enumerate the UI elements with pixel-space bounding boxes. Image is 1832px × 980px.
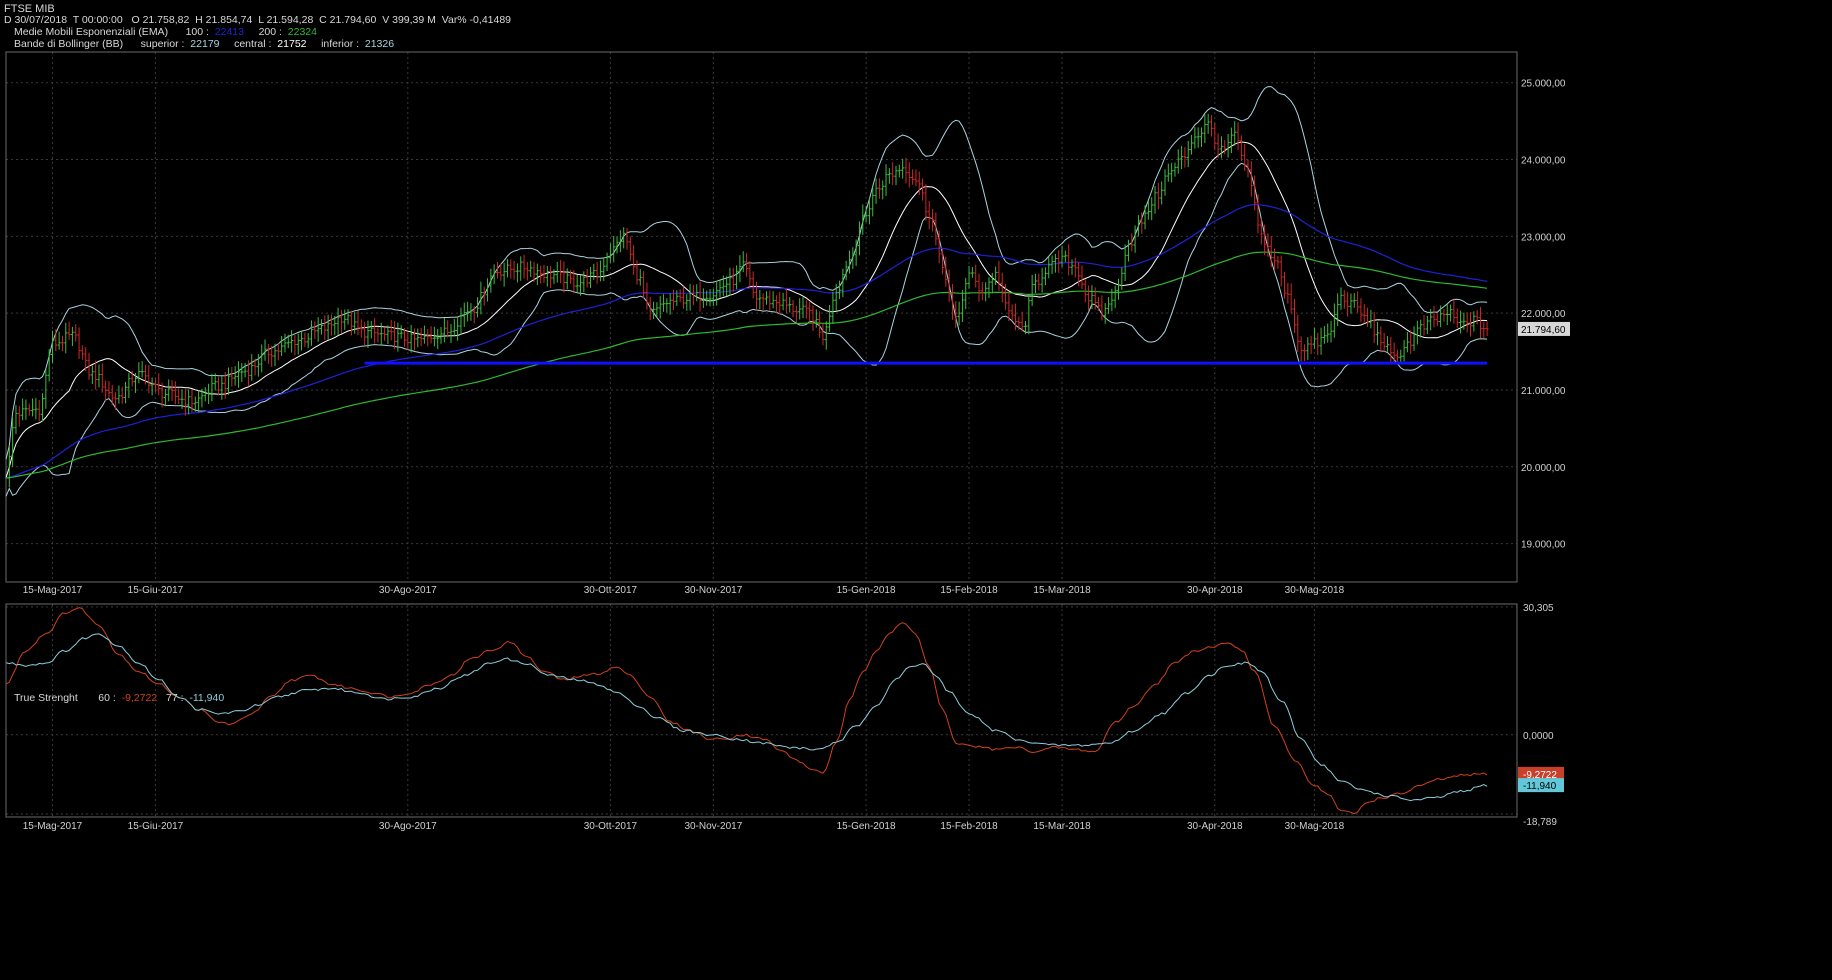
price-tick-label: 22.000,00: [1521, 309, 1566, 320]
tsi-tick-label: 30,305: [1523, 603, 1554, 614]
bb-cen-label: central :: [234, 38, 272, 50]
date-tick-label: 15-Feb-2018: [940, 585, 998, 596]
tsi-legend: True Strenght 60 : -9,2722 77 : -11,940: [14, 692, 224, 705]
date-tick-label: 30-Nov-2017: [684, 585, 742, 596]
bb-central-line: [5, 141, 1488, 479]
ema-legend: Medie Mobili Esponenziali (EMA) 100 : 22…: [14, 26, 317, 39]
quote-low: L 21.594,28: [258, 14, 314, 26]
quote-close: C 21.794,60: [319, 14, 377, 26]
date-tick-label: 30-Mag-2018: [1285, 585, 1345, 596]
date-tick-label: 15-Gen-2018: [837, 585, 896, 596]
price-tick-label: 20.000,00: [1521, 463, 1566, 474]
tsi-lines: [5, 607, 1488, 815]
tsi-77-value: -11,940: [189, 692, 225, 704]
price-axis: 25.000,00 24.000,00 23.000,00 22.000,00 21.0…: [1518, 79, 1570, 551]
tsi-tick-label: 0,0000: [1523, 731, 1554, 742]
tsi-date-tick-label: 15-Gen-2018: [837, 821, 896, 832]
price-tick-label: 23.000,00: [1521, 232, 1566, 243]
quote-volume: V 399,39 M: [382, 14, 436, 26]
tsi-60-value: -9,2722: [121, 692, 158, 704]
bb-label: Bande di Bollinger (BB): [14, 38, 124, 50]
tsi-77-box: [1518, 778, 1564, 793]
last-price-box: [1518, 321, 1570, 336]
tsi-date-tick-label: 30-Ago-2017: [379, 821, 437, 832]
ema-200-label: 200 :: [258, 26, 282, 38]
price-grid: [6, 52, 1517, 582]
ema-200-line: [5, 251, 1488, 479]
ema-100-line: [5, 203, 1488, 479]
quote-date: D 30/07/2018: [4, 14, 68, 26]
price-tick-label: 25.000,00: [1521, 79, 1566, 90]
ema-lines: [5, 203, 1488, 479]
date-axis: 15-Mag-2017 15-Mag-2017 15-Giu-2017 15-Giu-…: [23, 585, 1345, 832]
tsi-label: True Strenght: [14, 692, 78, 704]
date-tick-label: 15-Giu-2017: [128, 585, 184, 596]
bb-cen-value: 21752: [277, 38, 307, 50]
tsi-date-tick-label: 15-Feb-2018: [940, 821, 998, 832]
quote-open: O 21.758,82: [131, 14, 190, 26]
ema-100-value: 22413: [214, 26, 244, 38]
bb-inf-value: 21326: [364, 38, 395, 50]
bb-sup-label: superior :: [140, 38, 185, 50]
tsi-60-box: [1518, 766, 1564, 781]
tsi-60-label: 60 :: [98, 692, 116, 704]
quote-time: T 00:00:00: [72, 14, 123, 26]
tsi-60-line: [5, 607, 1488, 815]
date-tick-label: 30-Apr-2018: [1187, 585, 1243, 596]
bb-inf-label: inferior :: [321, 38, 360, 50]
quote-var: Var% -0,41489: [441, 14, 512, 26]
date-tick-label: 15-Mag-2017: [23, 585, 83, 596]
bb-sup-value: 22179: [190, 38, 220, 50]
bb-legend: Bande di Bollinger (BB) superior : 22179…: [14, 38, 394, 51]
price-panel-frame: [5, 51, 1518, 583]
bollinger-bands: [5, 86, 1488, 497]
tsi-axis: 30,305 0,0000 -18,789 -9,2722-11,940: [1518, 603, 1564, 828]
ema-100-label: 100 :: [185, 26, 209, 38]
tsi-date-tick-label: 30-Ott-2017: [584, 821, 638, 832]
date-tick-label: 30-Ott-2017: [584, 585, 638, 596]
tsi-grid: [6, 604, 1517, 817]
tsi-panel-frame: [5, 603, 1518, 818]
tsi-date-tick-label: 30-Mag-2018: [1285, 821, 1345, 832]
price-tick-label: 21.000,00: [1521, 386, 1566, 397]
bb-inferior-line: [5, 162, 1488, 497]
ema-200-value: 22324: [287, 26, 317, 38]
quote-line: D 30/07/2018 T 00:00:00 O 21.758,82 H 21…: [4, 14, 511, 27]
tsi-60-box-label: -9,2722: [1523, 770, 1557, 781]
quote-high: H 21.854,74: [195, 14, 253, 26]
date-tick-label: 15-Mar-2018: [1033, 585, 1091, 596]
ema-label: Medie Mobili Esponenziali (EMA): [14, 26, 169, 38]
chart-title: FTSE MIB: [4, 3, 55, 16]
tsi-77-line: [5, 633, 1488, 802]
tsi-date-tick-label: 30-Nov-2017: [684, 821, 742, 832]
tsi-date-tick-label: 30-Apr-2018: [1187, 821, 1243, 832]
tsi-tick-label: -18,789: [1523, 817, 1557, 828]
price-tick-label: 19.000,00: [1521, 540, 1566, 551]
tsi-date-tick-label: 15-Giu-2017: [128, 821, 184, 832]
instrument-name: FTSE MIB: [4, 3, 55, 15]
last-price-label: 21.794,60: [1521, 325, 1566, 336]
price-tick-label: 24.000,00: [1521, 156, 1566, 167]
tsi-date-tick-label: 15-Mar-2018: [1033, 821, 1091, 832]
tsi-date-tick-label: 15-Mag-2017: [23, 821, 83, 832]
price-bars: [7, 113, 1489, 488]
date-tick-label: 30-Ago-2017: [379, 585, 437, 596]
tsi-77-box-label: -11,940: [1523, 781, 1557, 792]
